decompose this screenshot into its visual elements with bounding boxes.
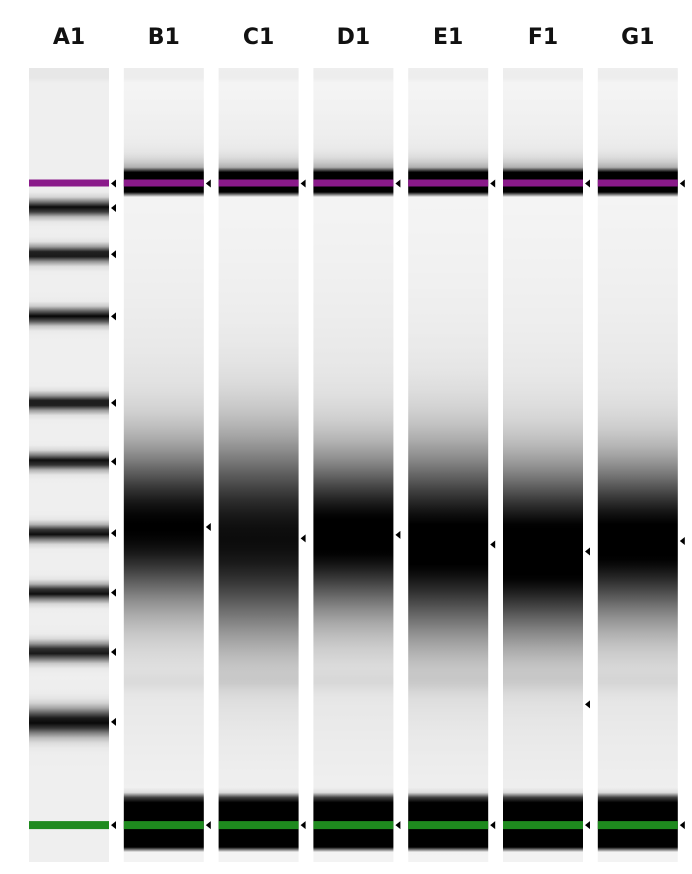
lane-g1-peak-marker (679, 821, 685, 830)
lane-g1-peak-marker (679, 537, 685, 545)
lane-g1-body (597, 68, 678, 862)
lane-a1-peak-marker (111, 179, 116, 188)
lane-f1 (503, 68, 590, 862)
lane-c1-label: C1 (243, 25, 274, 50)
lane-a1-peak-marker (111, 717, 116, 726)
lane-f1-peak-marker (585, 547, 590, 556)
lane-e1-label: E1 (433, 25, 463, 50)
lane-c1-body (218, 68, 299, 862)
lane-g1-peak-marker (679, 179, 685, 188)
lane-a1-peak-marker (111, 588, 116, 597)
lane-a1-label: A1 (53, 25, 85, 50)
lane-f1-lower-marker-band (503, 821, 583, 830)
lane-g1-lower-marker-band (597, 821, 678, 830)
lane-d1-peak-marker (395, 179, 401, 188)
lane-c1-peak-marker (300, 821, 306, 830)
lane-c1-upper-marker-band (218, 179, 299, 187)
lane-e1-peak-marker (490, 540, 496, 549)
lane-e1-upper-marker-band (408, 179, 489, 187)
lane-f1-upper-marker-band (503, 179, 583, 187)
lane-g1-upper-marker-band (597, 179, 678, 187)
lane-a1-peak-marker (111, 648, 116, 656)
lane-b1-upper-marker-band (123, 179, 204, 187)
lane-e1-body (408, 68, 489, 862)
lane-b1-peak-marker (205, 179, 211, 188)
lane-b1-peak-marker (205, 523, 211, 531)
lane-b1-label: B1 (148, 25, 180, 50)
lane-f1-peak-marker (585, 821, 590, 830)
lane-f1-peak-marker (585, 179, 590, 188)
lane-a1 (29, 68, 116, 862)
lane-f1-label: F1 (528, 25, 558, 50)
gel-lanes (29, 68, 685, 862)
lane-b1-peak-marker (205, 821, 211, 830)
lane-a1-peak-marker (111, 250, 116, 259)
lane-c1-lower-marker-band (218, 821, 299, 830)
lane-a1-peak-marker (111, 312, 116, 321)
lane-a1-peak-marker (111, 457, 116, 466)
lane-labels: A1 B1 C1 D1 E1 F1 G1 (53, 25, 655, 50)
lane-d1-label: D1 (337, 25, 371, 50)
lane-c1-peak-marker (300, 179, 306, 188)
lane-e1-peak-marker (490, 821, 496, 830)
lane-a1-peak-marker (111, 398, 116, 407)
lane-d1-body (313, 68, 394, 862)
lane-d1-peak-marker (395, 530, 401, 539)
lane-c1-peak-marker (300, 534, 306, 543)
lane-f1-body (503, 68, 583, 862)
lane-b1-body (123, 68, 204, 862)
lane-a1-upper-marker-band (29, 179, 109, 187)
lane-a1-peak-marker (111, 529, 116, 538)
lane-e1-lower-marker-band (408, 821, 489, 830)
lane-d1-lower-marker-band (313, 821, 394, 830)
lane-a1-body (29, 68, 109, 862)
lane-d1 (313, 68, 401, 862)
lane-a1-lower-marker-band (29, 821, 109, 830)
lane-d1-peak-marker (395, 821, 401, 830)
lane-a1-peak-marker (111, 821, 116, 830)
lane-e1 (408, 68, 496, 862)
lane-e1-peak-marker (490, 179, 496, 188)
lane-g1-label: G1 (621, 25, 654, 50)
lane-c1 (218, 68, 306, 862)
lane-a1-peak-marker (111, 204, 116, 212)
lane-b1 (123, 68, 211, 862)
lane-f1-peak-marker (585, 700, 590, 709)
lane-b1-lower-marker-band (123, 821, 204, 830)
lane-g1 (597, 68, 685, 862)
lane-d1-upper-marker-band (313, 179, 394, 187)
